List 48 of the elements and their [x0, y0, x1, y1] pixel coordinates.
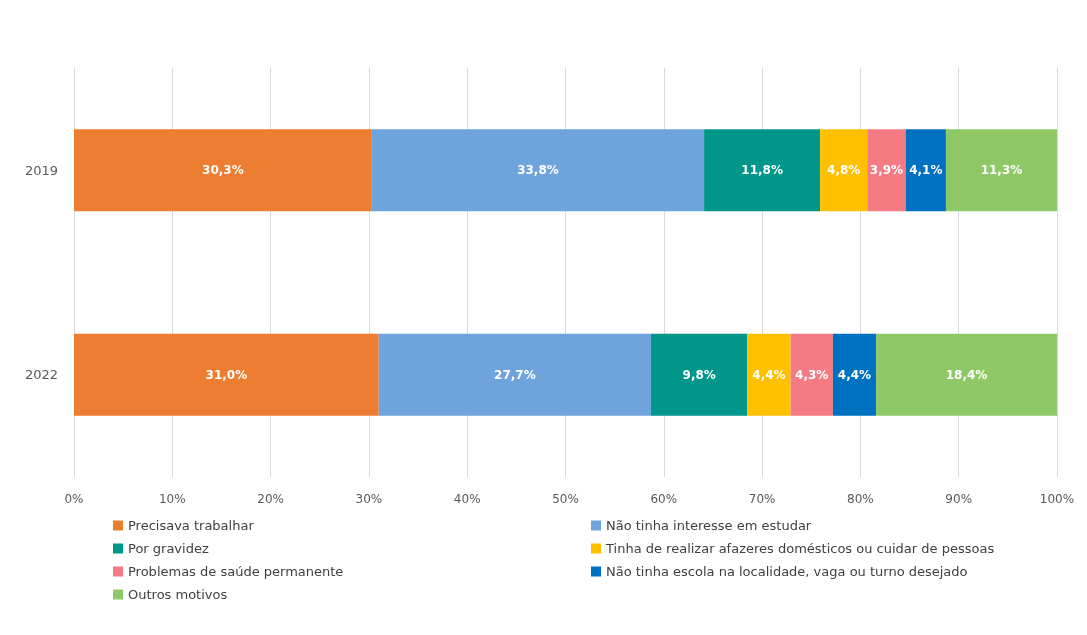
data-label: 4,3% [795, 367, 829, 382]
bar [905, 129, 946, 212]
data-label: 9,8% [682, 367, 716, 382]
x-tick-label: 40% [453, 492, 481, 506]
bar [832, 333, 877, 416]
data-label: 30,3% [202, 163, 244, 178]
data-label: 11,3% [980, 163, 1023, 178]
legend-label: Outros motivos [128, 587, 228, 602]
bar [790, 333, 833, 416]
data-label: 4,4% [837, 367, 872, 382]
y-tick-label: 2022 [24, 367, 58, 383]
x-tick-label: 30% [355, 492, 383, 506]
bar [867, 129, 906, 212]
data-label: 4,4% [752, 367, 786, 382]
legend-label: Por gravidez [128, 541, 209, 556]
bar [945, 129, 1057, 212]
x-tick-label: 0% [64, 492, 84, 506]
data-label: 11,8% [741, 163, 783, 178]
bar [74, 129, 372, 212]
legend-label: Não tinha escola na localidade, vaga ou turno desejado [606, 564, 968, 579]
x-tick-label: 70% [748, 492, 776, 506]
legend-label: Precisava trabalhar [128, 518, 255, 533]
data-label: 31,0% [205, 367, 248, 382]
x-tick-label: 60% [650, 492, 678, 506]
bar [371, 129, 705, 212]
bar [74, 333, 379, 416]
data-label: 4,1% [909, 163, 943, 178]
bar [876, 333, 1057, 416]
y-tick-label: 2019 [24, 162, 58, 178]
legend-label: Não tinha interesse em estudar [606, 518, 812, 533]
bar [820, 129, 868, 212]
data-label: 18,4% [945, 367, 988, 382]
x-tick-label: 20% [257, 492, 284, 506]
legend-label: Problemas de saúde permanente [128, 564, 344, 579]
legend-label: Tinha de realizar afazeres domésticos ou cuidar de pessoas [605, 541, 995, 556]
data-label: 3,9% [869, 163, 904, 178]
data-label: 4,8% [827, 163, 861, 178]
bar [378, 333, 652, 416]
data-label: 27,7% [494, 367, 536, 382]
bar [704, 129, 821, 212]
x-tick-label: 80% [847, 492, 874, 506]
x-tick-label: 90% [945, 492, 973, 506]
x-tick-label: 10% [158, 492, 186, 506]
bar [747, 333, 791, 416]
data-label: 33,8% [517, 163, 559, 178]
x-tick-label: 50% [552, 492, 579, 506]
bar [651, 333, 748, 416]
x-tick-label: 100% [1039, 492, 1075, 506]
